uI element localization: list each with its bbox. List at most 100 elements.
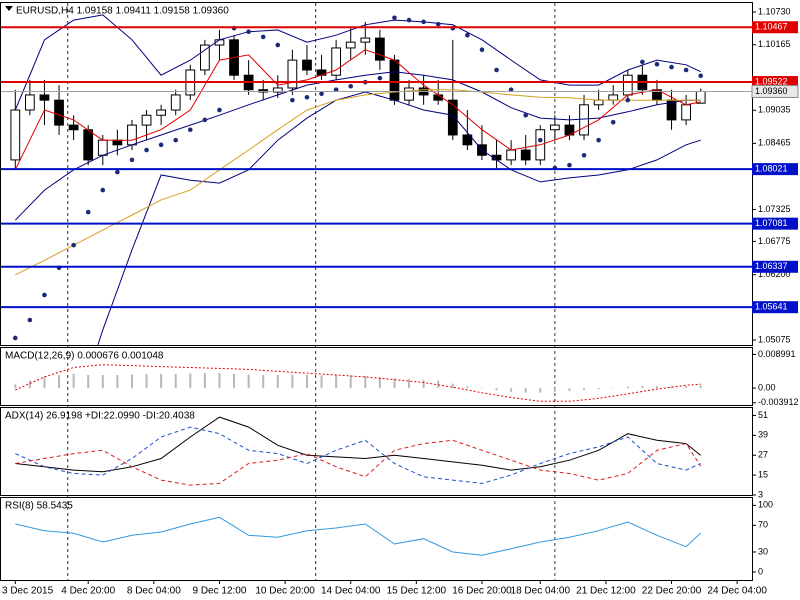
sar-dot (158, 142, 164, 148)
candle-body (156, 109, 166, 116)
y-tick-label: 0 (758, 566, 763, 576)
level-label-box (752, 301, 798, 314)
sar-dot (392, 15, 397, 21)
level-label: 1.08021 (755, 164, 788, 174)
candle-body (506, 149, 516, 161)
indicator-line (15, 439, 702, 486)
histogram-bar (305, 375, 308, 389)
level-label-box (752, 217, 798, 230)
sar-dot (508, 87, 514, 93)
histogram-bar (320, 375, 323, 389)
x-tick-label: 18 Dec 04:00 (511, 586, 571, 597)
candle-body (462, 134, 473, 146)
candle-body (170, 94, 181, 111)
y-tick-label: 39 (758, 430, 768, 440)
indicator-line (15, 364, 701, 402)
sar-dot (377, 75, 383, 81)
sar-dot (406, 17, 412, 23)
candle-body (112, 139, 123, 146)
y-tick-label: 1.07325 (758, 204, 791, 214)
histogram-bar (247, 374, 250, 389)
level-label: 1.05641 (755, 302, 788, 312)
bid-label: 1.09360 (755, 86, 788, 96)
panel-frame (0, 407, 753, 496)
y-tick-label: 1.05075 (758, 334, 791, 344)
candle-body (258, 89, 269, 93)
sar-dot (523, 112, 529, 118)
indicator-line (15, 426, 701, 484)
sar-dot (12, 335, 18, 341)
sar-dot (275, 42, 281, 48)
candle-body (520, 149, 531, 161)
indicator-line (14, 49, 701, 171)
sar-dot (421, 19, 426, 25)
candle-body (550, 124, 560, 131)
x-tick-label: 22 Dec 20:00 (642, 586, 702, 597)
menu-triangle (5, 6, 13, 11)
y-tick-label: 0.00 (758, 383, 776, 393)
sar-dot (581, 152, 587, 158)
y-tick-label: 100 (758, 500, 773, 510)
panel-plot (14, 364, 702, 402)
histogram-bar (422, 379, 425, 389)
sar-dot (537, 137, 543, 143)
sar-dot (217, 107, 222, 113)
sar-dot (640, 59, 645, 65)
panel-title: EURUSD,H4 1.09158 1.09411 1.09158 1.0936… (16, 6, 229, 17)
y-tick-label: 1.09035 (758, 105, 791, 115)
histogram-bar (218, 373, 221, 389)
panel-plot (15, 516, 702, 556)
y-tick-label: 1.08465 (758, 138, 791, 148)
sar-dot (333, 87, 339, 93)
y-tick-label: 70 (758, 520, 768, 530)
candle-body (345, 41, 356, 49)
sar-dot (144, 147, 149, 153)
x-tick-label: 4 Dec 20:00 (61, 586, 115, 597)
candle-body (127, 124, 137, 146)
sar-dot (115, 169, 120, 175)
histogram-bar (335, 375, 338, 389)
candle-body (331, 47, 341, 76)
candle-body (360, 37, 371, 43)
x-tick-label: 24 Dec 04:00 (707, 586, 767, 597)
y-tick-label: 1.10165 (758, 39, 791, 49)
x-tick-label: 14 Dec 04:00 (321, 586, 381, 597)
sar-dot (173, 137, 179, 143)
level-label: 1.07081 (755, 218, 788, 228)
x-tick-label: 15 Dec 12:00 (387, 586, 447, 597)
histogram-bar (466, 386, 469, 389)
candle-body (404, 87, 414, 101)
indicator-line (97, 91, 701, 345)
candle-body (97, 139, 108, 156)
level-label: 1.09522 (755, 76, 788, 86)
sar-dot (319, 91, 324, 97)
histogram-bar (43, 376, 46, 389)
sar-dot (202, 117, 208, 123)
histogram-bar (612, 388, 615, 389)
y-tick-label: 1.10730 (758, 6, 791, 16)
candle-body (608, 94, 619, 101)
y-tick-label: 30 (758, 546, 768, 556)
x-tick-label: 16 Dec 20:00 (452, 586, 512, 597)
y-tick-label: 27 (758, 450, 768, 460)
histogram-bar (14, 384, 17, 389)
histogram-bar (685, 386, 688, 389)
x-tick-label: 9 Dec 12:00 (192, 586, 246, 597)
histogram-bar (28, 380, 31, 389)
sar-dot (246, 29, 251, 35)
sar-dot (669, 64, 674, 70)
candle-body (272, 87, 283, 93)
sar-dot (42, 292, 47, 298)
panel-plot (0, 14, 752, 345)
y-tick-label: 1.06200 (758, 269, 791, 279)
y-tick-label: 3 (758, 489, 763, 499)
candle-body (622, 74, 633, 96)
candle-body (83, 129, 94, 161)
y-tick-label: 51 (758, 410, 768, 420)
sar-dot (494, 67, 499, 73)
histogram-bar (174, 373, 177, 389)
candle-body (39, 94, 50, 101)
histogram-bar (597, 388, 600, 390)
